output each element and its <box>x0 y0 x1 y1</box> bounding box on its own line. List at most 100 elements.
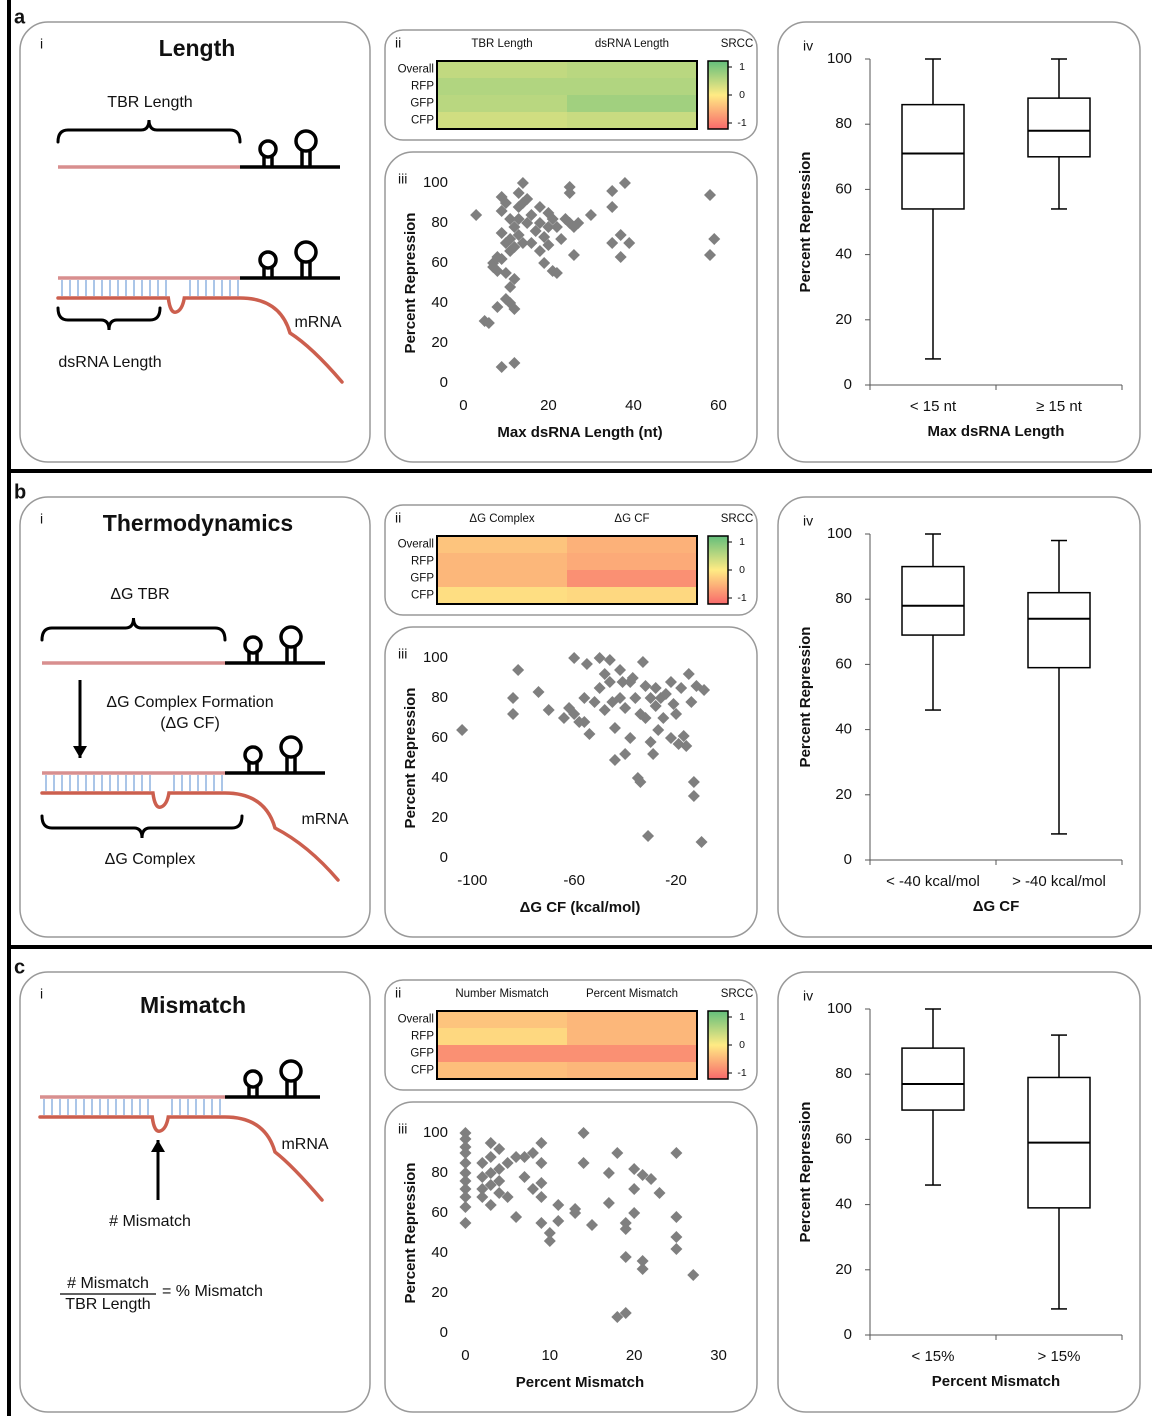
y-axis-title: Percent Repression <box>797 1102 814 1243</box>
y-tick-label: 60 <box>431 729 448 746</box>
x-tick-label: < 15% <box>912 1348 955 1365</box>
heatmap-cell <box>437 78 567 95</box>
y-tick-label: 60 <box>835 655 852 672</box>
diagram-label: # Mismatch <box>67 1275 149 1292</box>
x-tick-label: < 15 nt <box>910 398 957 415</box>
y-tick-label: 40 <box>835 246 852 263</box>
diagram-title: Thermodynamics <box>103 510 293 536</box>
y-tick-label: 100 <box>423 174 448 191</box>
panel-letter: c <box>14 956 25 978</box>
panel-label: ii <box>395 35 401 51</box>
y-tick-label: 80 <box>431 214 448 231</box>
sub-label: i <box>40 36 43 52</box>
y-axis-title: Percent Repression <box>402 688 419 829</box>
y-tick-label: 80 <box>431 689 448 706</box>
panel-letter: a <box>14 6 26 28</box>
hairpin-loop <box>260 252 276 268</box>
sub-label: i <box>40 511 43 527</box>
hairpin-loop <box>245 747 261 763</box>
x-axis-title: Percent Mismatch <box>516 1374 644 1391</box>
y-tick-label: 0 <box>844 376 852 393</box>
colorbar <box>708 536 728 604</box>
colorbar <box>708 61 728 129</box>
heatmap-cell <box>437 61 567 78</box>
y-tick-label: 80 <box>835 1065 852 1082</box>
heatmap-row-label: GFP <box>410 1048 434 1060</box>
heatmap-column-label: dsRNA Length <box>595 38 669 50</box>
heatmap-cell <box>567 1011 697 1028</box>
heatmap-row-label: CFP <box>411 115 434 127</box>
heatmap-cell <box>437 95 567 112</box>
y-tick-label: 20 <box>835 786 852 803</box>
diagram-title: Mismatch <box>140 992 246 1018</box>
panel-label: iii <box>398 1121 407 1137</box>
heatmap-cell <box>567 1028 697 1045</box>
heatmap-cell <box>567 553 697 570</box>
hairpin-loop <box>281 627 301 647</box>
hairpin-loop <box>296 242 316 262</box>
diagram-label: = % Mismatch <box>162 1283 263 1300</box>
box <box>902 567 964 635</box>
colorbar-tick-label: 1 <box>739 1011 745 1023</box>
x-axis-title: Percent Mismatch <box>932 1373 1060 1390</box>
heatmap-cell <box>437 1062 567 1079</box>
y-tick-label: 40 <box>835 1196 852 1213</box>
y-tick-label: 60 <box>431 254 448 271</box>
y-axis-title: Percent Repression <box>402 213 419 354</box>
heatmap-cell <box>437 587 567 604</box>
x-tick-label: 30 <box>710 1347 727 1364</box>
colorbar-label: SRCC <box>721 38 754 50</box>
heatmap-cell <box>567 95 697 112</box>
heatmap-cell <box>567 1045 697 1062</box>
x-axis-title: ΔG CF <box>973 898 1020 915</box>
y-tick-label: 0 <box>440 374 448 391</box>
heatmap-cell <box>567 61 697 78</box>
heatmap-cell <box>437 1045 567 1062</box>
panel-label: ii <box>395 510 401 526</box>
colorbar-tick-label: 0 <box>739 89 745 101</box>
y-tick-label: 100 <box>423 649 448 666</box>
heatmap-row-label: RFP <box>411 556 434 568</box>
x-tick-label: 10 <box>541 1347 558 1364</box>
panel-label: iii <box>398 171 407 187</box>
heatmap-cell <box>437 112 567 129</box>
figure: aiLengthTBR LengthmRNAdsRNA LengthbiTher… <box>0 0 1152 1416</box>
hairpin-loop <box>260 141 276 157</box>
heatmap-cell <box>437 570 567 587</box>
y-tick-label: 0 <box>440 1324 448 1341</box>
diagram-label: ΔG Complex Formation <box>106 694 273 711</box>
colorbar-tick-label: 0 <box>739 1039 745 1051</box>
hairpin-loop <box>245 1071 261 1087</box>
y-tick-label: 0 <box>844 851 852 868</box>
colorbar-label: SRCC <box>721 988 754 1000</box>
sub-label: i <box>40 986 43 1002</box>
x-tick-label: ≥ 15 nt <box>1036 398 1083 415</box>
x-tick-label: -20 <box>665 872 687 889</box>
heatmap-cell <box>567 536 697 553</box>
colorbar <box>708 1011 728 1079</box>
x-tick-label: > -40 kcal/mol <box>1012 873 1106 890</box>
heatmap-row-label: Overall <box>398 64 434 76</box>
hairpin-loop <box>281 1061 301 1081</box>
y-tick-label: 40 <box>431 1244 448 1261</box>
diagram-label: mRNA <box>281 1136 328 1153</box>
x-axis-title: Max dsRNA Length <box>928 423 1065 440</box>
y-tick-label: 0 <box>844 1326 852 1343</box>
y-tick-label: 100 <box>827 50 852 67</box>
heatmap-cell <box>437 1011 567 1028</box>
heatmap-column-label: Number Mismatch <box>455 988 548 1000</box>
panel-letter: b <box>14 481 26 503</box>
x-tick-label: 20 <box>626 1347 643 1364</box>
heatmap-row-label: RFP <box>411 1031 434 1043</box>
colorbar-tick-label: 1 <box>739 61 745 73</box>
heatmap-row-label: Overall <box>398 1014 434 1026</box>
x-tick-label: > 15% <box>1038 1348 1081 1365</box>
x-tick-label: 0 <box>459 397 467 414</box>
x-axis-title: ΔG CF (kcal/mol) <box>520 899 641 916</box>
panel-label: iv <box>803 988 813 1004</box>
heatmap-cell <box>567 78 697 95</box>
colorbar-tick-label: -1 <box>737 1067 746 1079</box>
colorbar-tick-label: -1 <box>737 117 746 129</box>
diagram-label: mRNA <box>294 314 341 331</box>
heatmap-row-label: CFP <box>411 590 434 602</box>
